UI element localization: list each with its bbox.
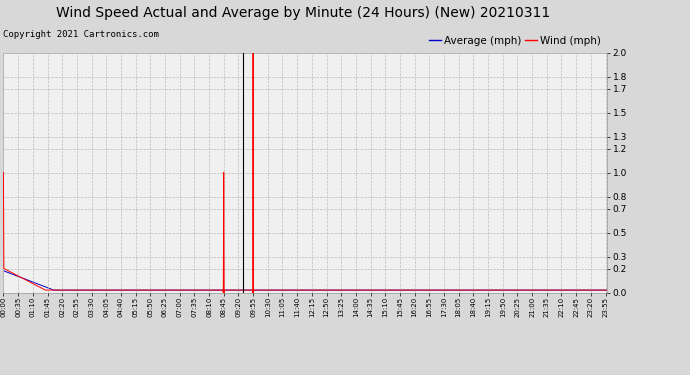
Text: Copyright 2021 Cartronics.com: Copyright 2021 Cartronics.com bbox=[3, 30, 159, 39]
Legend: Average (mph), Wind (mph): Average (mph), Wind (mph) bbox=[424, 32, 605, 50]
Text: Wind Speed Actual and Average by Minute (24 Hours) (New) 20210311: Wind Speed Actual and Average by Minute … bbox=[57, 6, 551, 20]
